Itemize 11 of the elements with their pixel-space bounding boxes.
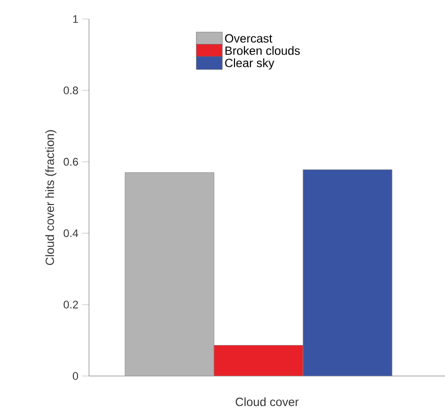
legend-label: Overcast (225, 34, 272, 43)
y-tick-label: 0 (72, 372, 78, 380)
y-tick-label: 0.6 (64, 158, 78, 166)
y-tick-label: 0.2 (64, 300, 78, 308)
y-tick-label: 0.4 (64, 229, 78, 238)
legend-label: Clear sky (225, 58, 274, 70)
legend-label: Broken clouds (226, 46, 300, 55)
y-tick-label: 0.8 (64, 86, 78, 94)
x-axis-title: Cloud cover (236, 397, 299, 406)
y-axis-title: Cloud cover hits (fraction) (45, 130, 56, 265)
y-tick-label: 1 (73, 15, 78, 23)
